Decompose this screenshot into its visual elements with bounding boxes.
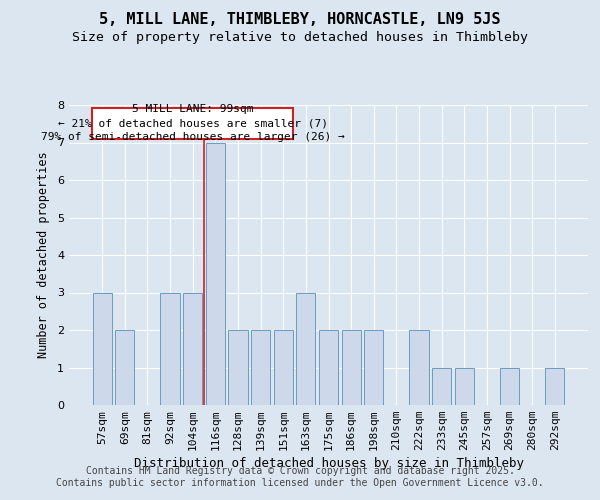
Bar [432, 368, 451, 405]
Bar [364, 330, 383, 405]
Y-axis label: Number of detached properties: Number of detached properties [37, 152, 50, 358]
Bar [229, 330, 248, 405]
Bar [341, 330, 361, 405]
Bar [115, 330, 134, 405]
FancyBboxPatch shape [92, 108, 293, 138]
Bar [500, 368, 519, 405]
X-axis label: Distribution of detached houses by size in Thimbleby: Distribution of detached houses by size … [133, 458, 523, 470]
Text: Contains HM Land Registry data © Crown copyright and database right 2025.
Contai: Contains HM Land Registry data © Crown c… [56, 466, 544, 487]
Bar [183, 292, 202, 405]
Bar [319, 330, 338, 405]
Bar [455, 368, 474, 405]
Bar [92, 292, 112, 405]
Bar [251, 330, 270, 405]
Text: 5 MILL LANE: 99sqm
← 21% of detached houses are smaller (7)
79% of semi-detached: 5 MILL LANE: 99sqm ← 21% of detached hou… [41, 104, 344, 142]
Text: 5, MILL LANE, THIMBLEBY, HORNCASTLE, LN9 5JS: 5, MILL LANE, THIMBLEBY, HORNCASTLE, LN9… [99, 12, 501, 28]
Text: Size of property relative to detached houses in Thimbleby: Size of property relative to detached ho… [72, 31, 528, 44]
Bar [160, 292, 180, 405]
Bar [545, 368, 565, 405]
Bar [206, 142, 225, 405]
Bar [274, 330, 293, 405]
Bar [409, 330, 428, 405]
Bar [296, 292, 316, 405]
